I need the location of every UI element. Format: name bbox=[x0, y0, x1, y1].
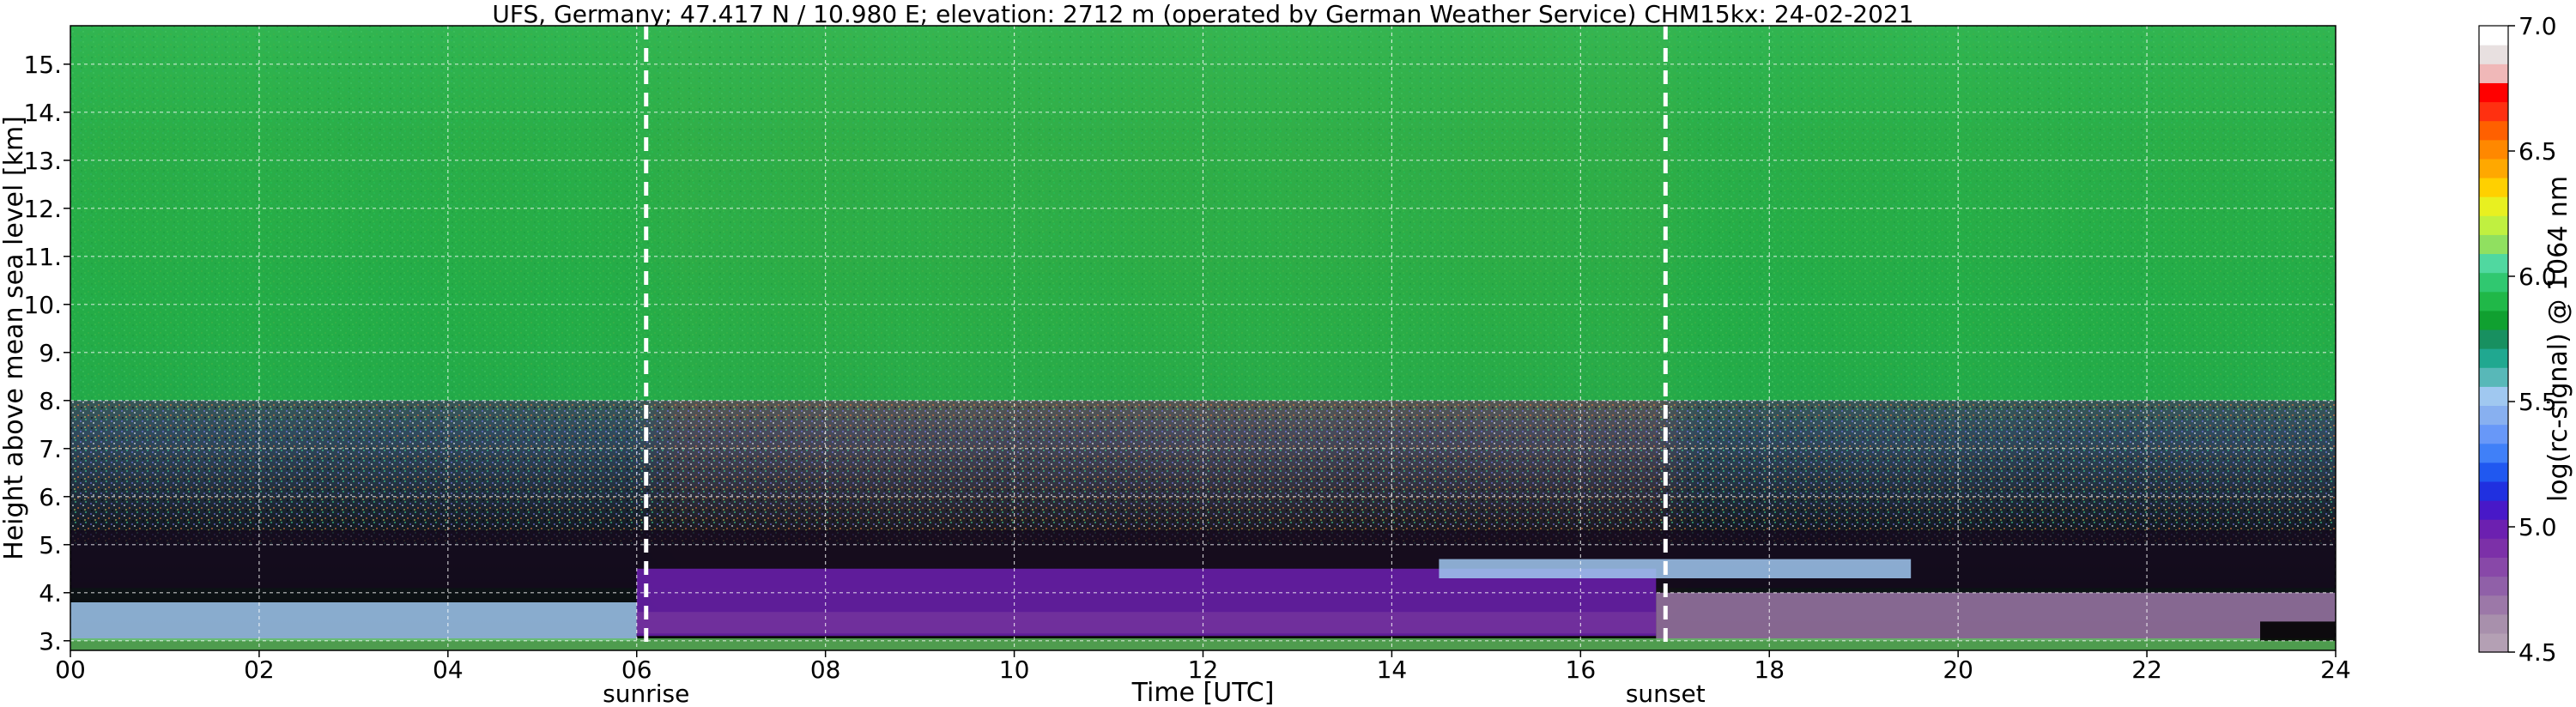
layer-4 bbox=[1656, 592, 2336, 641]
colorbar-swatch bbox=[2479, 26, 2508, 45]
x-tick-label: 20 bbox=[1943, 656, 1973, 684]
layer-3 bbox=[1439, 559, 1912, 578]
y-tick-label: 15. bbox=[23, 51, 62, 79]
x-tick-label: 16 bbox=[1566, 656, 1597, 684]
colorbar-swatch bbox=[2479, 272, 2508, 293]
colorbar-swatch bbox=[2479, 196, 2508, 216]
colorbar-swatch bbox=[2479, 120, 2508, 141]
colorbar-swatch bbox=[2479, 613, 2508, 634]
x-tick-label: 10 bbox=[999, 656, 1030, 684]
colorbar-swatch bbox=[2479, 253, 2508, 274]
colorbar-tick-label: 7.0 bbox=[2518, 12, 2557, 40]
x-tick-label: 18 bbox=[1754, 656, 1785, 684]
layer-1 bbox=[70, 602, 637, 641]
colorbar-swatch bbox=[2479, 538, 2508, 558]
y-tick-label: 8. bbox=[39, 387, 62, 415]
x-tick-label: 08 bbox=[810, 656, 841, 684]
colorbar-tick-label: 5.0 bbox=[2518, 513, 2557, 541]
colorbar-swatch bbox=[2479, 405, 2508, 426]
y-axis: 3. 4. 5. 6. 7. 8. 9. 10. 11. 12. 13. 14. 15. bbox=[23, 51, 70, 656]
x-axis: 00 02 04 06 08 10 12 14 16 18 20 22 24 bbox=[55, 650, 2351, 684]
colorbar-swatch bbox=[2479, 443, 2508, 463]
colorbar-swatch bbox=[2479, 480, 2508, 501]
colorbar-swatch bbox=[2479, 386, 2508, 407]
x-tick-label: 22 bbox=[2131, 656, 2162, 684]
colorbar-swatch bbox=[2479, 310, 2508, 330]
y-tick-label: 7. bbox=[39, 435, 62, 463]
colorbar-tick-label: 5.5 bbox=[2518, 388, 2557, 416]
colorbar-frame bbox=[2478, 25, 2509, 653]
annotation-label: sunrise bbox=[603, 680, 689, 707]
colorbar-swatch bbox=[2479, 139, 2508, 160]
y-tick-label: 14. bbox=[23, 99, 62, 127]
colorbar-swatch bbox=[2479, 595, 2508, 615]
colorbar-swatch bbox=[2479, 424, 2508, 444]
colorbar-swatch bbox=[2479, 500, 2508, 520]
colorbar-swatch bbox=[2479, 557, 2508, 577]
x-tick-label: 24 bbox=[2320, 656, 2351, 684]
colorbar-swatch bbox=[2479, 632, 2508, 653]
colorbar-swatch bbox=[2479, 576, 2508, 596]
colorbar-swatch bbox=[2479, 291, 2508, 311]
annotation-label: sunset bbox=[1626, 680, 1706, 707]
colorbar-swatch bbox=[2479, 462, 2508, 482]
x-axis-label: Time [UTC] bbox=[1131, 678, 1275, 707]
y-tick-label: 9. bbox=[39, 339, 62, 367]
colorbar-swatch bbox=[2479, 63, 2508, 83]
colorbar-swatch bbox=[2479, 101, 2508, 122]
x-tick-label: 02 bbox=[244, 656, 275, 684]
colorbar-swatch bbox=[2479, 158, 2508, 178]
colorbar-swatch bbox=[2479, 177, 2508, 197]
y-tick-label: 12. bbox=[23, 195, 62, 223]
x-tick-label: 00 bbox=[55, 656, 86, 684]
colorbar-swatch bbox=[2479, 234, 2508, 255]
colorbar-swatch bbox=[2479, 45, 2508, 64]
x-tick-label: 12 bbox=[1188, 656, 1219, 684]
y-axis-label: Height above mean sea level [km] bbox=[0, 116, 29, 560]
dark-patch bbox=[2260, 621, 2336, 641]
y-tick-label: 13. bbox=[23, 147, 62, 175]
colorbar-swatch bbox=[2479, 348, 2508, 368]
y-tick-label: 10. bbox=[23, 291, 62, 319]
colorbar-tick-label: 4.5 bbox=[2518, 638, 2557, 667]
purple-sub-band bbox=[636, 612, 1657, 634]
colorbar-swatch bbox=[2479, 82, 2508, 103]
colorbar-tick-label: 6.5 bbox=[2518, 137, 2557, 166]
y-tick-label: 11. bbox=[23, 243, 62, 271]
colorbar-swatch bbox=[2479, 367, 2508, 387]
colorbar-swatch bbox=[2479, 329, 2508, 349]
y-tick-label: 6. bbox=[39, 483, 62, 511]
x-tick-label: 04 bbox=[433, 656, 464, 684]
chart-title: UFS, Germany; 47.417 N / 10.980 E; eleva… bbox=[492, 0, 1913, 28]
y-tick-label: 4. bbox=[39, 579, 62, 607]
colorbar-tick-label: 6.0 bbox=[2518, 263, 2557, 291]
y-tick-label: 3. bbox=[39, 627, 62, 656]
colorbar-swatch bbox=[2479, 215, 2508, 235]
colorbar: 4.5 5.0 5.5 6.0 6.5 7.0 bbox=[2478, 12, 2557, 667]
x-tick-label: 14 bbox=[1377, 656, 1408, 684]
annotations: sunrise sunset bbox=[603, 26, 1706, 707]
x-tick-label: 06 bbox=[621, 656, 652, 684]
colorbar-swatch bbox=[2479, 519, 2508, 539]
y-tick-label: 5. bbox=[39, 531, 62, 559]
colorbar-label: log(rc-signal) @ 1064 nm bbox=[2543, 176, 2573, 502]
